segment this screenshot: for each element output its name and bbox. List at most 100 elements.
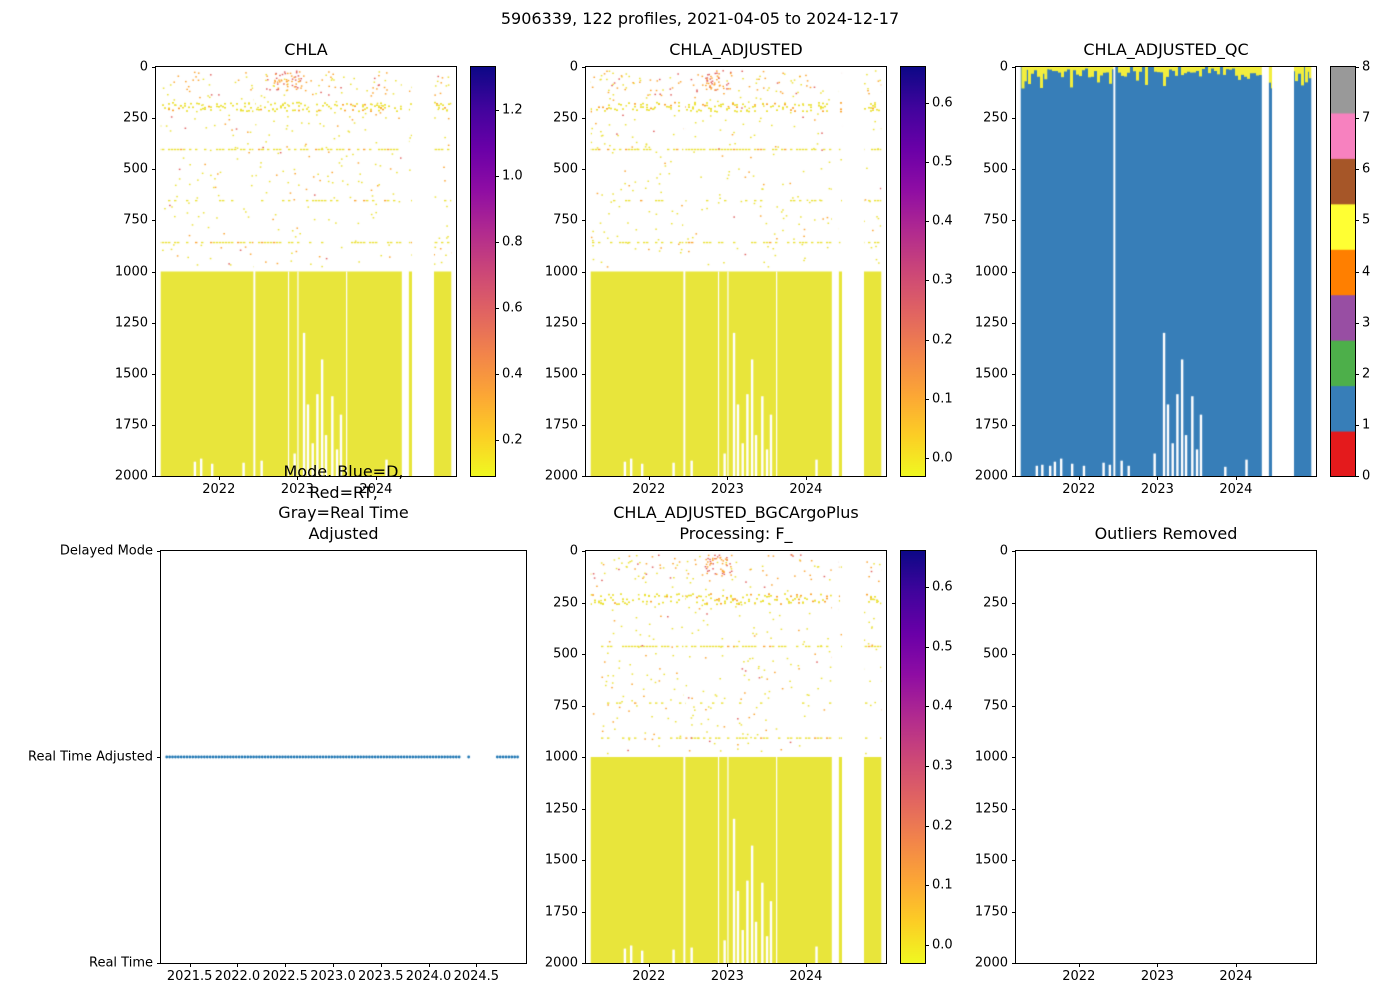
y-tick-label: 0 [569, 543, 578, 559]
panel-chla-adjusted-qc: CHLA_ADJUSTED_QC 0 250 500 750 1000 1250 1500 1… [975, 40, 1317, 497]
x-tick-label: 2022 [1062, 969, 1096, 984]
x-tick-label: 2022 [632, 482, 666, 497]
y-tick-mark [157, 757, 161, 758]
colorbar-tick-label: 0.0 [932, 937, 953, 953]
colorbar-tick-mark [1355, 424, 1359, 426]
x-tick-label: 2024 [789, 969, 823, 984]
y-tick-mark [1012, 911, 1016, 913]
x-tick-label: 2023.5 [358, 969, 404, 984]
y-tick-label: 1250 [544, 801, 578, 816]
x-tick-mark [476, 963, 478, 967]
x-tick-mark [648, 476, 650, 480]
panel-mode-title: Mode. Blue=D, Red=RT, Gray=Real Time Adj… [278, 461, 409, 544]
x-tick-label: 2022.5 [262, 969, 308, 984]
x-tick-mark [218, 476, 220, 480]
y-tick-label: 2000 [544, 468, 578, 484]
colorbar-tick-label: 0.2 [502, 432, 523, 448]
panel-chla-adjusted: CHLA_ADJUSTED 0 250 500 750 1000 1250 1500 1750… [545, 40, 887, 497]
colorbar-tick-mark [1355, 322, 1359, 324]
x-tick-mark [727, 963, 729, 967]
x-tick-mark [1078, 476, 1080, 480]
y-tick-mark [582, 757, 586, 758]
bgc-colorbar-swatch [901, 551, 925, 963]
chla-plot-area [156, 67, 456, 476]
y-tick-label: 750 [123, 212, 148, 228]
chla-adjusted-qc-plot-area [1016, 67, 1316, 476]
colorbar-tick-mark [1355, 169, 1359, 171]
x-tick-mark [332, 963, 334, 967]
y-tick-mark [152, 424, 156, 426]
x-tick-mark [1078, 963, 1080, 967]
x-tick-mark [805, 476, 807, 480]
colorbar-tick-mark [495, 109, 499, 111]
y-tick-mark [582, 551, 586, 552]
colorbar-tick-label: 7 [1362, 110, 1371, 126]
y-tick-mark [152, 67, 156, 68]
y-tick-mark [582, 963, 586, 964]
colorbar-tick-label: 0.5 [932, 154, 953, 170]
colorbar-tick-mark [925, 945, 929, 947]
colorbar-tick-label: 0.4 [502, 366, 523, 382]
y-tick-label: 1000 [974, 749, 1008, 765]
y-tick-mark [582, 169, 586, 171]
colorbar-tick-label: 0.2 [932, 818, 953, 834]
y-tick-label: 250 [123, 110, 148, 126]
bgc-plot-area [586, 551, 886, 963]
y-tick-label: 1000 [114, 264, 148, 279]
y-tick-mark [1012, 860, 1016, 861]
y-tick-mark [582, 424, 586, 426]
colorbar-tick-mark [925, 339, 929, 341]
y-tick-mark [157, 551, 161, 552]
y-tick-mark [1012, 757, 1016, 758]
x-tick-mark [1235, 476, 1237, 480]
colorbar-tick-label: 6 [1362, 161, 1371, 177]
x-tick-mark [237, 963, 239, 967]
x-tick-label: 2024.0 [405, 969, 452, 984]
y-tick-mark [1012, 67, 1016, 68]
y-tick-label: 2000 [114, 468, 148, 484]
y-tick-mark [582, 705, 586, 707]
y-tick-mark [152, 476, 156, 477]
colorbar-tick-mark [925, 765, 929, 767]
y-tick-mark [582, 860, 586, 861]
y-tick-label: 1000 [544, 749, 578, 765]
y-tick-mark [1012, 705, 1016, 707]
outliers-plot-area [1016, 551, 1316, 963]
y-tick-mark [582, 118, 586, 120]
x-tick-label: 2024 [1219, 482, 1253, 497]
colorbar-tick-label: 0.1 [932, 391, 953, 407]
y-tick-label: 1500 [544, 852, 578, 868]
y-tick-mark [582, 602, 586, 604]
colorbar-tick-label: 0.1 [932, 877, 953, 893]
colorbar-tick-mark [925, 102, 929, 104]
colorbar-tick-label: 1.2 [502, 102, 523, 118]
y-tick-label: 2000 [974, 468, 1008, 484]
x-tick-mark [285, 963, 287, 967]
y-tick-label: 1500 [544, 366, 578, 382]
colorbar-tick-label: 0.4 [932, 698, 953, 714]
y-tick-mark [1012, 654, 1016, 655]
x-tick-label: 2022.0 [214, 969, 261, 984]
x-tick-label: 2022 [1062, 482, 1096, 497]
colorbar-tick-label: 0 [1362, 468, 1371, 484]
x-tick-mark [805, 963, 807, 967]
colorbar-tick-mark [1355, 373, 1359, 375]
colorbar-tick-mark [925, 161, 929, 163]
y-tick-mark [1012, 118, 1016, 120]
y-tick-label: 500 [123, 161, 148, 177]
y-tick-mark [582, 911, 586, 913]
y-tick-mark [582, 476, 586, 477]
colorbar-tick-label: 1.0 [502, 168, 523, 184]
x-tick-label: 2024 [789, 482, 823, 497]
y-tick-label: 2000 [974, 955, 1008, 971]
panel-chla: CHLA 0 250 500 750 1000 1250 1500 1750 2000 2022 2… [115, 40, 457, 497]
y-tick-mark [152, 220, 156, 222]
panel-chla-adjusted-title: CHLA_ADJUSTED [669, 40, 803, 60]
y-tick-label: 1250 [544, 315, 578, 331]
colorbar-tick-mark [1355, 67, 1359, 68]
colorbar-tick-mark [925, 458, 929, 460]
x-tick-label: 2022 [632, 969, 666, 984]
y-tick-mark [582, 808, 586, 810]
x-tick-label: 2023 [710, 969, 744, 984]
